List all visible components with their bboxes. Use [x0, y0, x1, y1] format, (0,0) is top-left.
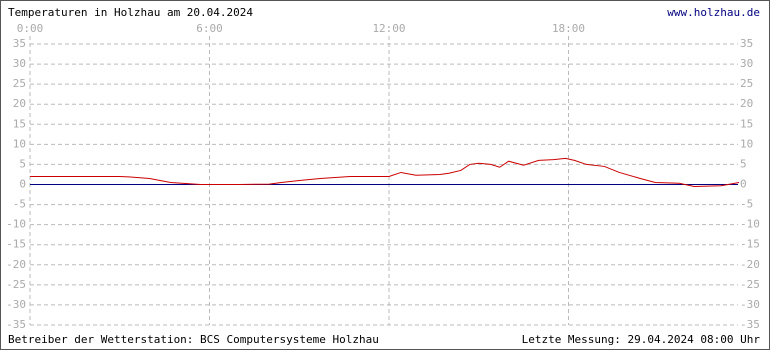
- y-tick-label-right: -10: [740, 218, 760, 231]
- last-measurement: Letzte Messung: 29.04.2024 08:00 Uhr: [522, 333, 761, 346]
- y-tick-label-right: 35: [740, 37, 753, 50]
- y-tick-label: 5: [19, 157, 26, 170]
- y-tick-label: -30: [6, 298, 26, 311]
- y-tick-label: 25: [13, 77, 26, 90]
- y-tick-label-right: -20: [740, 258, 760, 271]
- y-tick-label-right: 20: [740, 97, 753, 110]
- y-tick-label: 30: [13, 57, 26, 70]
- y-tick-label: 20: [13, 97, 26, 110]
- y-tick-label-right: 15: [740, 117, 753, 130]
- y-tick-label: 10: [13, 137, 26, 150]
- operator: Betreiber der Wetterstation: BCS Compute…: [8, 333, 379, 346]
- y-tick-label-right: -25: [740, 278, 760, 291]
- y-tick-label-right: -5: [740, 198, 753, 211]
- y-tick-label-right: 0: [740, 178, 747, 191]
- y-tick-label: -35: [6, 318, 26, 331]
- temperature-line: [30, 157, 740, 188]
- y-tick-label: -10: [6, 218, 26, 231]
- site-link[interactable]: www.holzhau.de: [667, 6, 760, 19]
- y-tick-label-right: 30: [740, 57, 753, 70]
- y-tick-label-right: -35: [740, 318, 760, 331]
- y-tick-label-right: 5: [740, 157, 747, 170]
- x-tick-label: 0:00: [17, 22, 44, 35]
- y-tick-label: -5: [13, 198, 26, 211]
- y-tick-label: -15: [6, 238, 26, 251]
- y-tick-label-right: 25: [740, 77, 753, 90]
- chart-title: Temperaturen in Holzhau am 20.04.2024: [8, 6, 253, 19]
- y-tick-label: -20: [6, 258, 26, 271]
- y-tick-label: 0: [19, 178, 26, 191]
- y-tick-label-right: 10: [740, 137, 753, 150]
- y-tick-label-right: -30: [740, 298, 760, 311]
- y-tick-label: -25: [6, 278, 26, 291]
- x-tick-label: 6:00: [196, 22, 223, 35]
- y-tick-label: 35: [13, 37, 26, 50]
- x-tick-label: 18:00: [552, 22, 585, 35]
- x-tick-label: 12:00: [372, 22, 405, 35]
- y-tick-label-right: -15: [740, 238, 760, 251]
- y-tick-label: 15: [13, 117, 26, 130]
